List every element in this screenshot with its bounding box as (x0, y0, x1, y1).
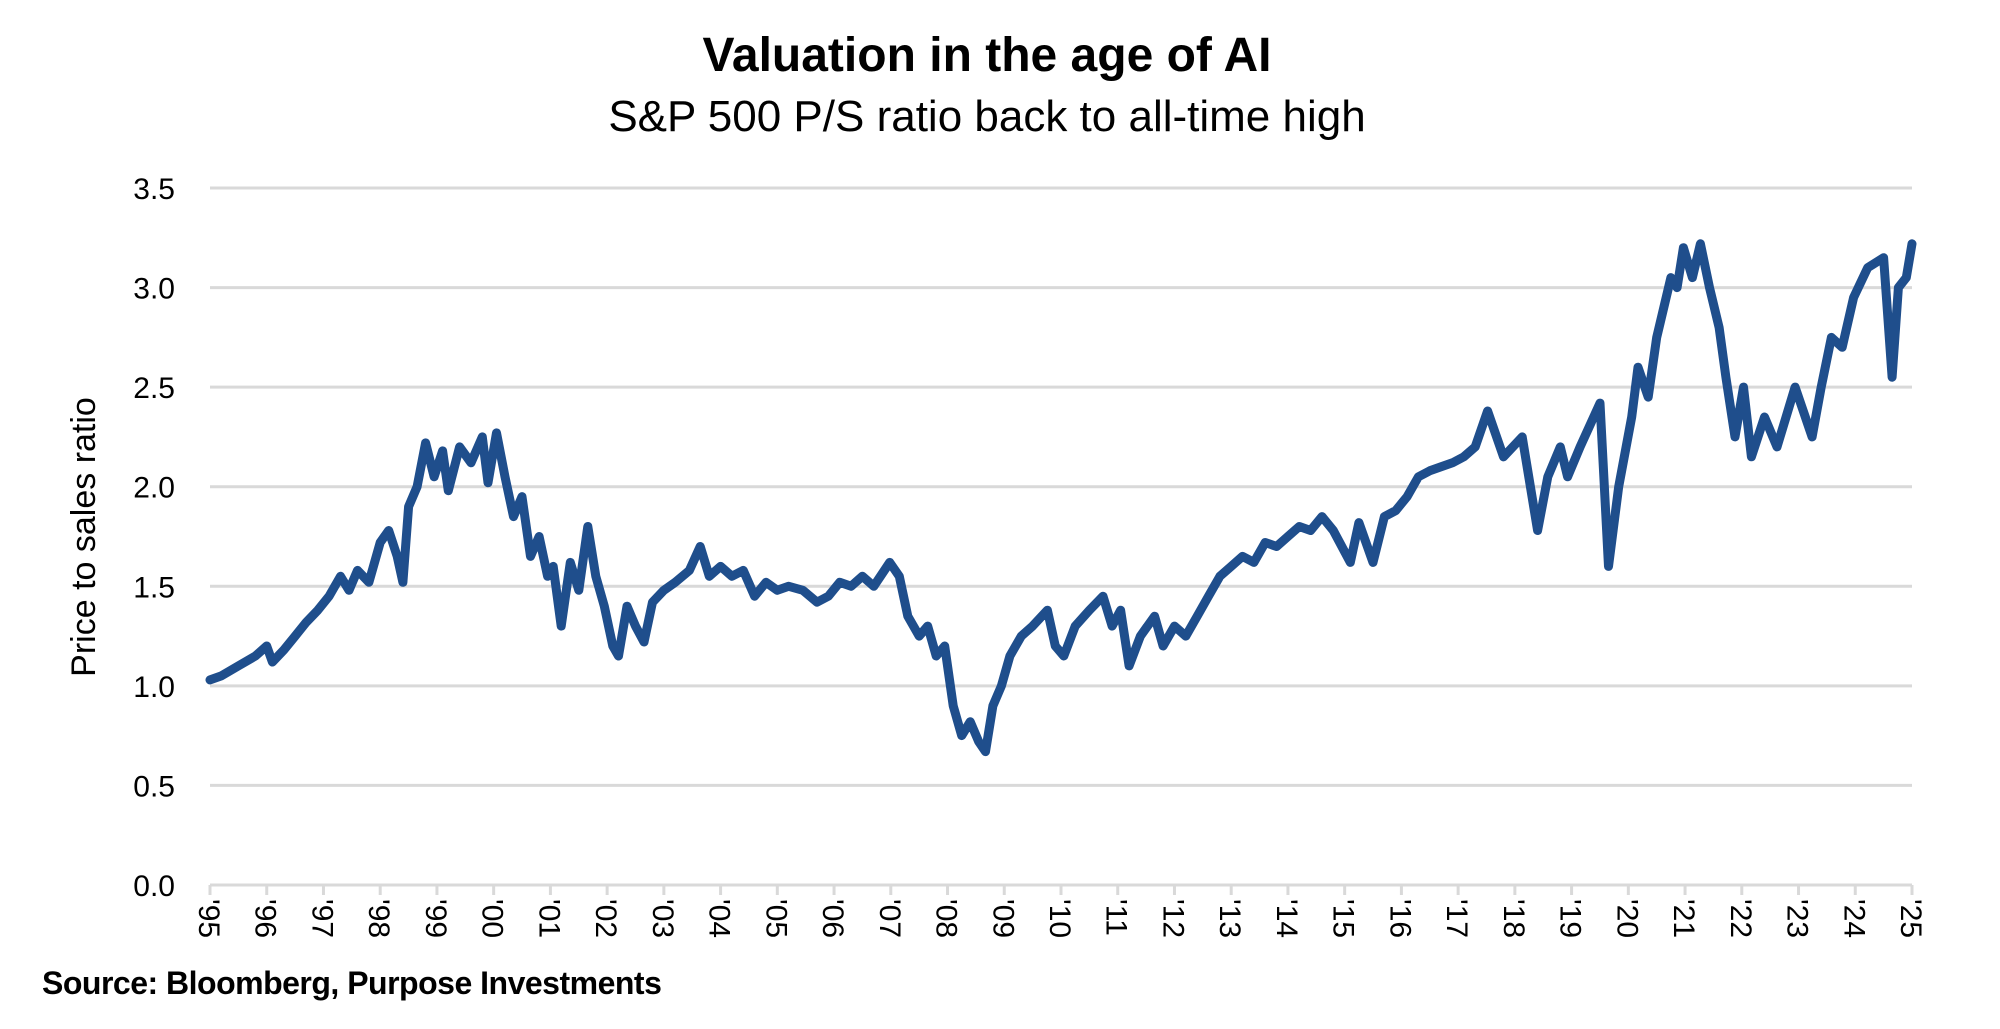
x-tick-label: '15 (1327, 899, 1360, 938)
x-tick-label: '97 (305, 899, 338, 938)
x-tick-label: '95 (192, 899, 225, 938)
x-tick-label: '18 (1497, 899, 1530, 938)
source-note: Source: Bloomberg, Purpose Investments (42, 965, 662, 1001)
y-tick-label: 3.5 (133, 173, 175, 206)
x-tick-label: '02 (589, 899, 622, 938)
x-tick-label: '03 (646, 899, 679, 938)
chart-title: Valuation in the age of AI (702, 29, 1272, 82)
x-tick-label: '07 (873, 899, 906, 938)
x-axis-ticks: '95 '96 '97 '98 '99 '00 '01 '02 '03 '04 '05 '06 '07 '… (192, 885, 1927, 938)
x-tick-label: '09 (986, 899, 1019, 938)
x-tick-label: '04 (703, 899, 736, 938)
y-tick-label: 0.0 (133, 870, 175, 903)
x-tick-label: '08 (930, 899, 963, 938)
x-tick-label: '14 (1270, 899, 1303, 938)
x-tick-label: '13 (1213, 899, 1246, 938)
x-tick-label: '06 (816, 899, 849, 938)
y-tick-label: 1.0 (133, 671, 175, 704)
x-tick-label: '01 (532, 899, 565, 938)
y-tick-label: 2.5 (133, 372, 175, 405)
x-tick-label: '12 (1156, 899, 1189, 938)
x-tick-label: '19 (1554, 899, 1587, 938)
y-axis-ticks: 0.0 0.5 1.0 1.5 2.0 2.5 3.0 3.5 (133, 173, 175, 903)
x-tick-label: '98 (362, 899, 395, 938)
x-tick-label: '00 (476, 899, 509, 938)
x-tick-label: '96 (249, 899, 282, 938)
x-tick-label: '25 (1894, 899, 1927, 938)
y-tick-label: 0.5 (133, 770, 175, 803)
y-tick-label: 1.5 (133, 571, 175, 604)
y-axis-label: Price to sales ratio (65, 397, 103, 677)
x-tick-label: '11 (1100, 899, 1133, 936)
x-tick-label: '17 (1440, 899, 1473, 938)
y-tick-label: 3.0 (133, 273, 175, 306)
x-tick-label: '16 (1383, 899, 1416, 938)
chart-subtitle: S&P 500 P/S ratio back to all-time high (608, 92, 1366, 141)
x-tick-label: '21 (1667, 899, 1700, 938)
x-tick-label: '24 (1837, 899, 1870, 938)
x-tick-label: '10 (1043, 899, 1076, 938)
x-tick-label: '05 (759, 899, 792, 938)
y-tick-label: 2.0 (133, 472, 175, 505)
x-tick-label: '23 (1781, 899, 1814, 938)
series-line (205, 239, 1917, 757)
x-tick-label: '22 (1724, 899, 1757, 938)
x-tick-label: '99 (419, 899, 452, 938)
gridlines (210, 186, 1912, 887)
x-tick-label: '20 (1610, 899, 1643, 938)
